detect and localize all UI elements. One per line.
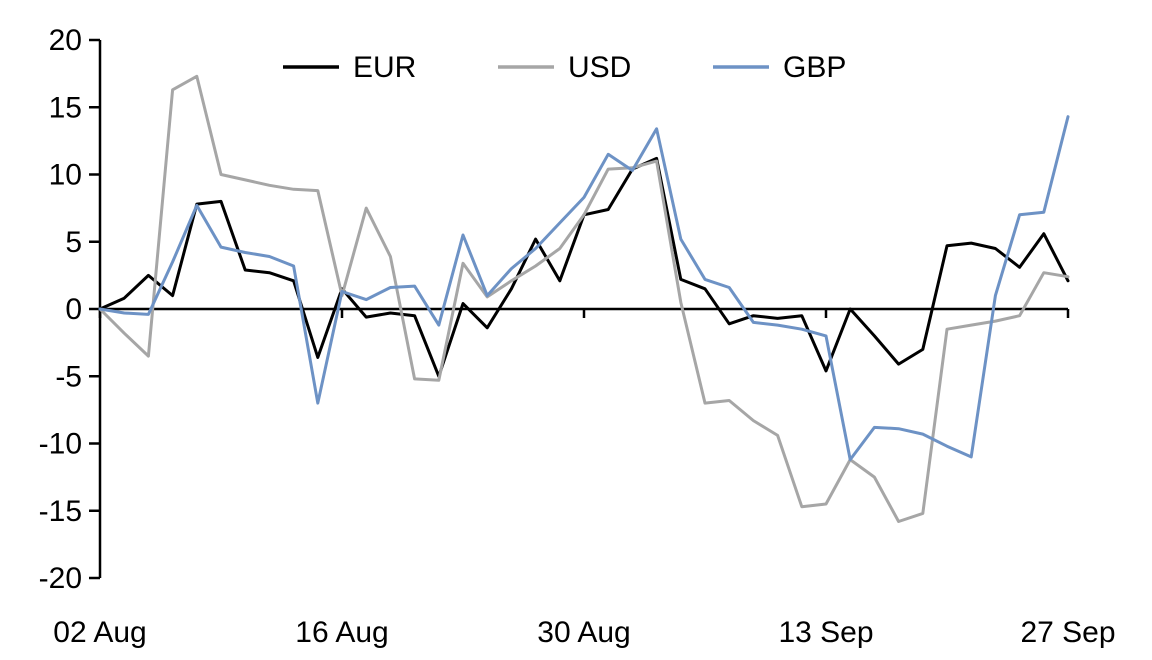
y-tick-label: -20 [39, 562, 82, 595]
x-tick-label: 02 Aug [53, 616, 146, 649]
legend-item-gbp: GBP [713, 51, 846, 84]
legend: EUR USD GBP [283, 51, 846, 84]
x-tick-label: 16 Aug [295, 616, 388, 649]
series-line-usd [98, 74, 1070, 523]
y-tick-label: -5 [55, 360, 82, 393]
x-axis: 02 Aug 16 Aug 30 Aug 13 Sep 27 Sep [53, 309, 1116, 649]
y-axis: 20 15 10 5 0 -5 -10 -15 -20 [39, 24, 102, 595]
legend-label-gbp: GBP [783, 51, 846, 84]
legend-item-eur: EUR [283, 51, 416, 84]
x-tick-label: 27 Sep [1020, 616, 1115, 649]
y-tick-label: -10 [39, 428, 82, 461]
y-tick-label: 0 [65, 293, 82, 326]
y-tick-label: 5 [65, 226, 82, 259]
x-tick-label: 13 Sep [778, 616, 873, 649]
y-tick-label: 20 [49, 24, 82, 57]
x-tick-label: 30 Aug [537, 616, 630, 649]
legend-item-usd: USD [498, 51, 631, 84]
series-line-eur [98, 156, 1070, 378]
legend-label-usd: USD [568, 51, 631, 84]
y-tick-label: -15 [39, 495, 82, 528]
y-tick-label: 15 [49, 91, 82, 124]
series-line-gbp [98, 115, 1070, 462]
legend-label-eur: EUR [353, 51, 416, 84]
y-tick-label: 10 [49, 159, 82, 192]
